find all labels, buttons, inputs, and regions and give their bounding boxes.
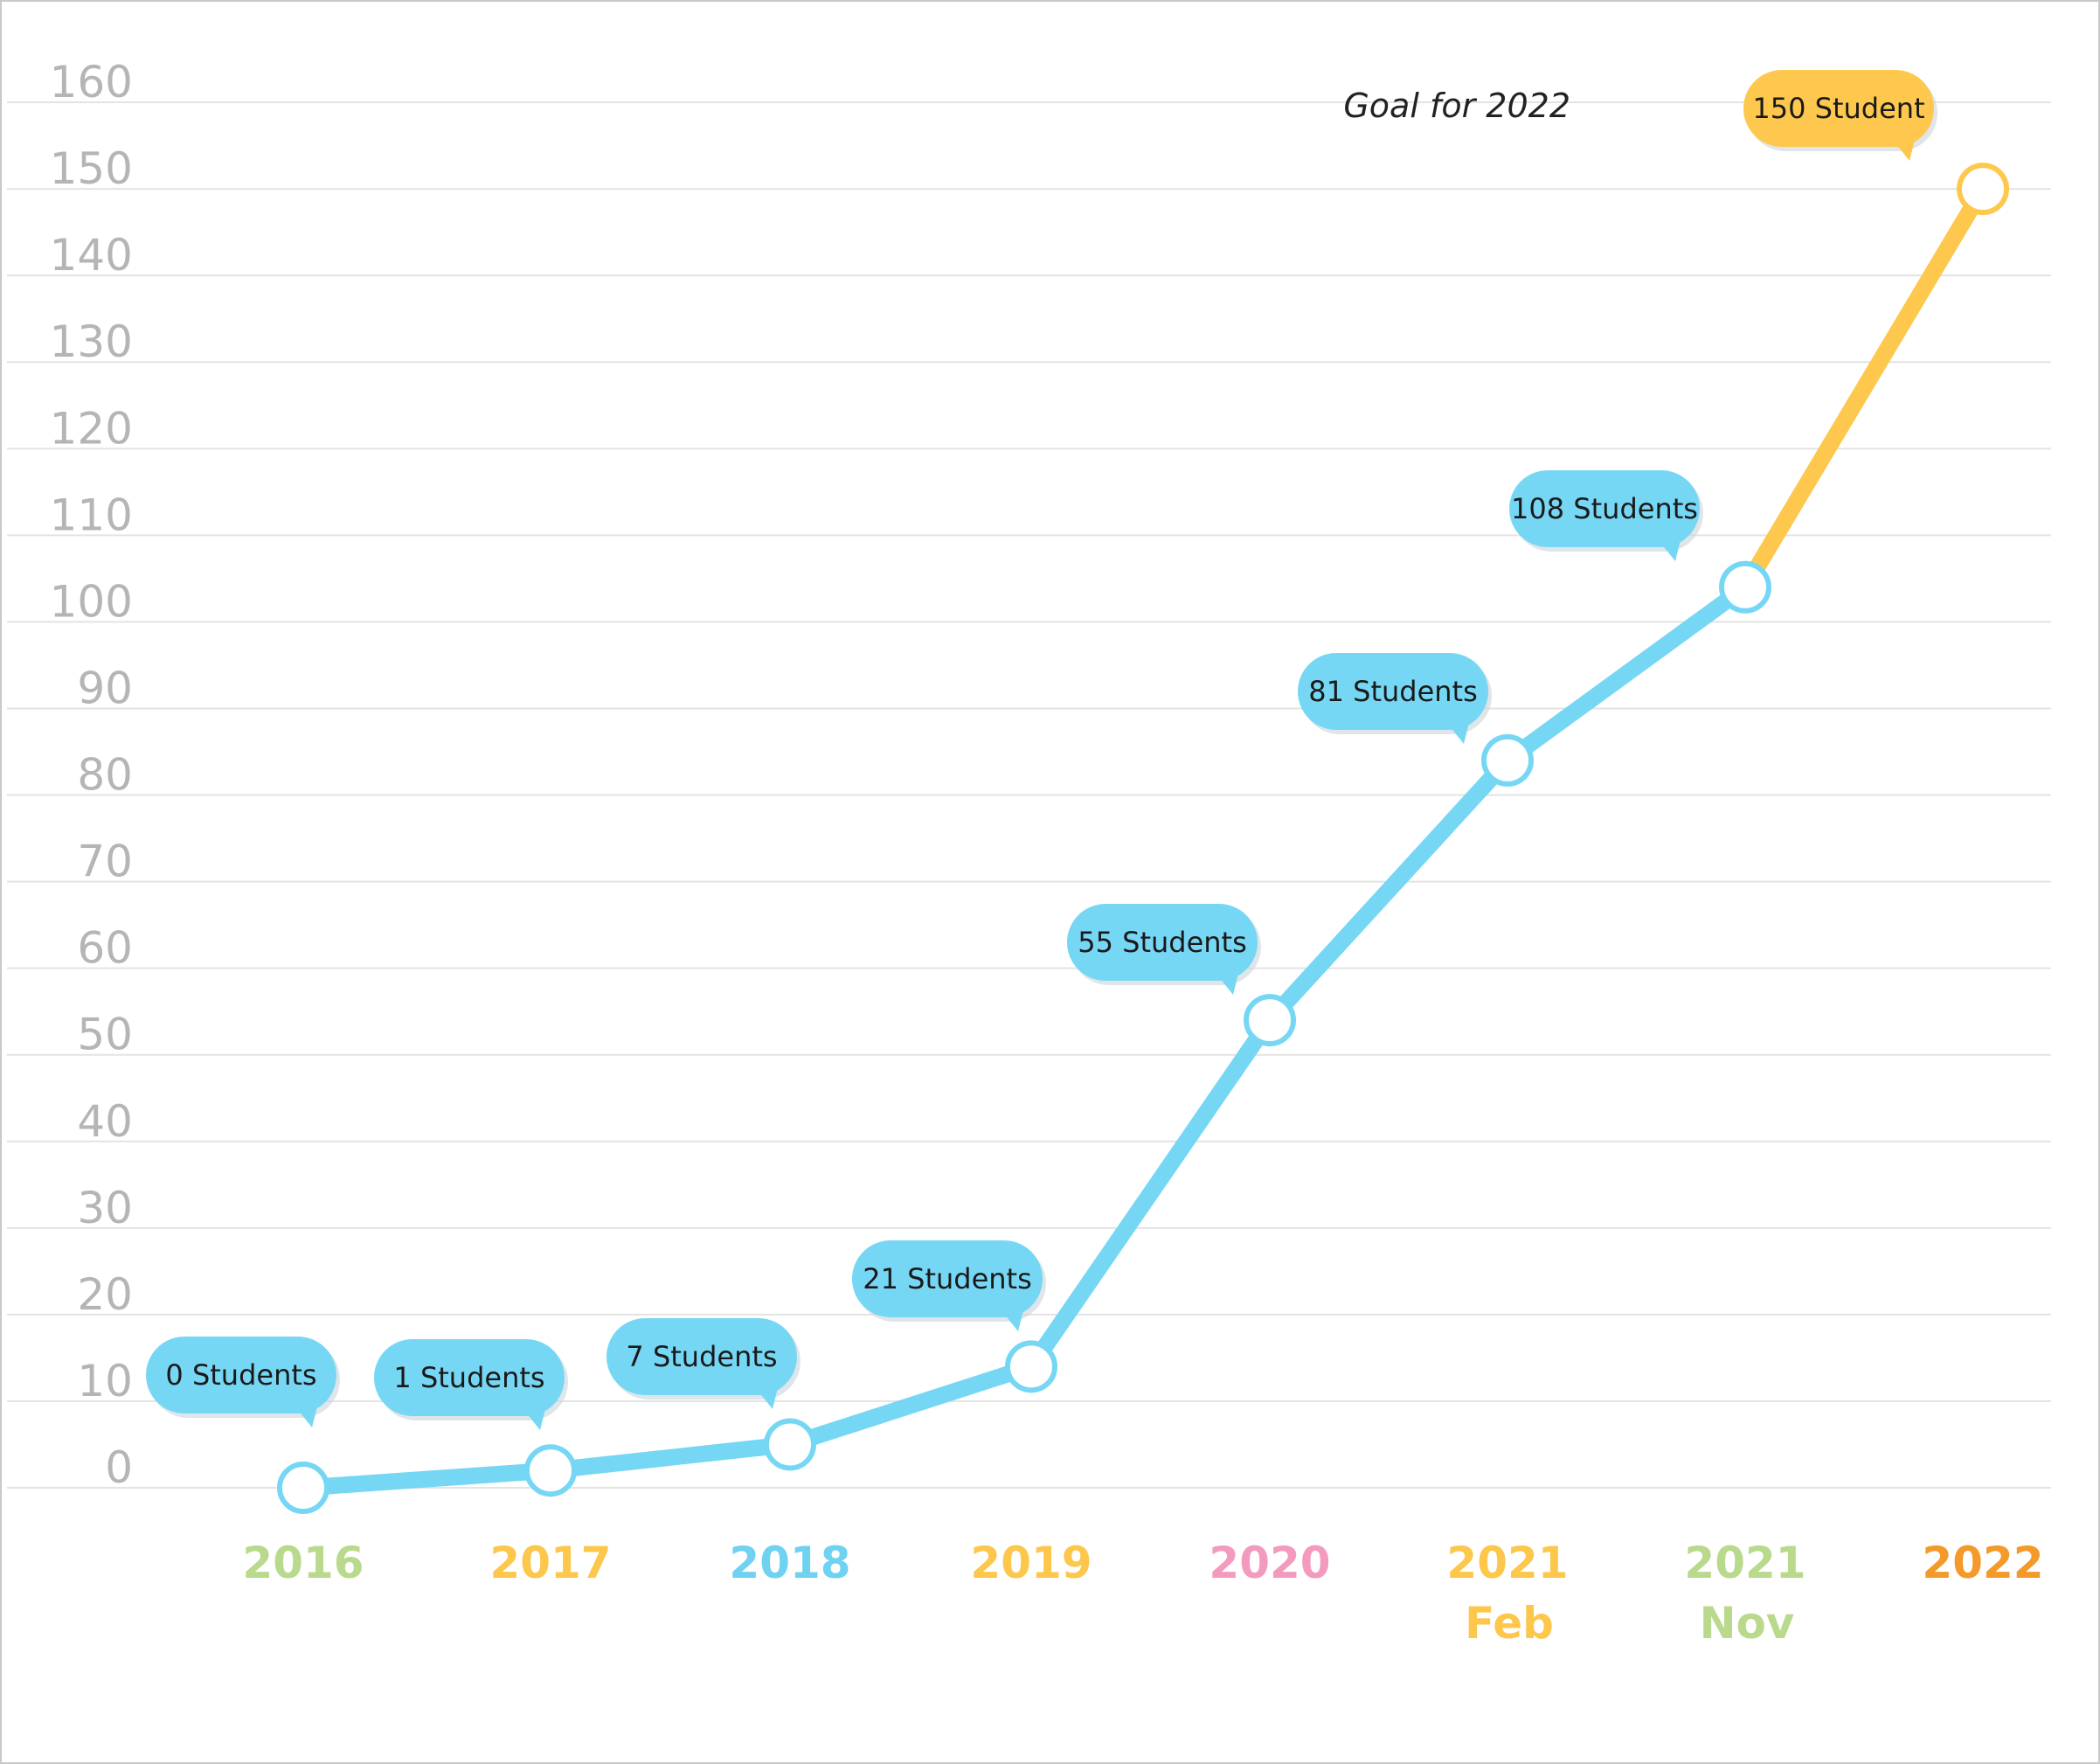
data-label-text: 0 Students: [165, 1358, 316, 1392]
y-tick-label: 140: [50, 230, 133, 281]
x-axis-ticks: 2016 2017 2018 2019 2020 2021 Feb 2021 Nov 2022: [242, 1538, 2043, 1649]
data-label-text: 55 Students: [1078, 926, 1247, 959]
data-label-background: [374, 1339, 565, 1416]
y-tick-label: 20: [77, 1269, 133, 1320]
y-tick-label: 50: [77, 1010, 133, 1060]
y-tick-label: 160: [50, 57, 133, 108]
data-label-tail: [1661, 540, 1681, 561]
y-tick-label: 80: [77, 750, 133, 801]
data-label-background: [606, 1318, 797, 1395]
data-label-bubble: 21 Students: [852, 1240, 1046, 1331]
data-label-background: [1298, 653, 1488, 730]
series-line: [295, 180, 1992, 1497]
line-segment: [1261, 752, 1516, 1029]
y-axis-ticks: 0 10 20 30 40 50 60 70 80 90 100 110 120 130 140 150 160: [50, 57, 133, 1493]
data-label-bubble: 150 Student: [1743, 70, 1937, 161]
data-label-text: 7 Students: [626, 1340, 777, 1373]
grid-lines: [7, 101, 2051, 1489]
line-segment: [295, 1462, 559, 1497]
y-tick-label: 120: [50, 403, 133, 454]
data-label-bubble: 108 Students: [1509, 470, 1703, 561]
data-point: [1244, 994, 1296, 1047]
x-tick-label: 2021: [1684, 1538, 1805, 1588]
data-label-tail: [759, 1388, 778, 1409]
data-label-background: [1067, 904, 1258, 981]
x-tick-label: 2022: [1922, 1538, 2043, 1588]
x-tick-sublabel: Nov: [1700, 1598, 1795, 1649]
x-tick-label: 2018: [729, 1538, 850, 1588]
y-tick-label: 0: [105, 1442, 133, 1493]
data-label-tail: [526, 1409, 545, 1430]
data-points: [277, 163, 2009, 1514]
data-point: [1719, 560, 1771, 614]
data-label-tail: [1896, 140, 1915, 161]
x-tick-sublabel: Feb: [1465, 1598, 1554, 1649]
x-tick-label: 2017: [489, 1538, 611, 1588]
data-label-text: 81 Students: [1308, 675, 1478, 708]
data-label-background: [1743, 70, 1934, 147]
y-tick-label: 130: [50, 316, 133, 367]
line-segment: [1022, 1011, 1279, 1375]
data-point: [1481, 733, 1534, 787]
data-label-bubble: 0 Students: [146, 1337, 340, 1427]
y-tick-label: 100: [50, 576, 133, 627]
data-label-tail: [298, 1406, 317, 1427]
y-tick-label: 30: [77, 1183, 133, 1233]
x-tick-label: 2019: [970, 1538, 1092, 1588]
y-tick-label: 60: [77, 923, 133, 974]
data-point: [277, 1462, 329, 1514]
data-label-background: [146, 1337, 336, 1413]
y-tick-label: 110: [50, 490, 133, 540]
data-point: [524, 1444, 577, 1497]
x-tick-label: 2021: [1446, 1538, 1568, 1588]
y-tick-label: 90: [77, 663, 133, 713]
x-tick-label: 2016: [242, 1538, 364, 1588]
line-segment: [1499, 579, 1754, 769]
data-label-background: [1509, 470, 1700, 547]
data-point: [764, 1418, 816, 1471]
data-label-tail: [1004, 1310, 1023, 1331]
line-segment: [542, 1435, 799, 1479]
data-point: [1005, 1340, 1057, 1393]
data-point: [1957, 163, 2009, 216]
line-segment: [1736, 180, 1992, 596]
data-label-background: [852, 1240, 1043, 1317]
data-label-bubble: 7 Students: [606, 1318, 800, 1409]
y-tick-label: 150: [50, 143, 133, 194]
y-tick-label: 40: [77, 1096, 133, 1147]
line-segment: [781, 1358, 1040, 1453]
data-label-text: 150 Student: [1752, 92, 1924, 125]
data-label-bubble: 1 Students: [374, 1339, 568, 1430]
data-label-tail: [1450, 723, 1469, 744]
data-label-text: 21 Students: [863, 1262, 1032, 1295]
x-tick-label: 2020: [1209, 1538, 1330, 1588]
y-tick-label: 70: [77, 837, 133, 887]
data-labels: 0 Students 1 Students 7 Students 21 Student…: [146, 70, 1937, 1430]
data-label-bubble: 81 Students: [1298, 653, 1492, 744]
data-label-bubble: 55 Students: [1067, 904, 1261, 995]
goal-annotation: Goal for 2022: [1343, 87, 1570, 125]
data-label-text: 1 Students: [393, 1361, 544, 1394]
data-label-text: 108 Students: [1511, 492, 1698, 525]
y-tick-label: 10: [77, 1356, 133, 1406]
data-label-tail: [1219, 974, 1238, 995]
